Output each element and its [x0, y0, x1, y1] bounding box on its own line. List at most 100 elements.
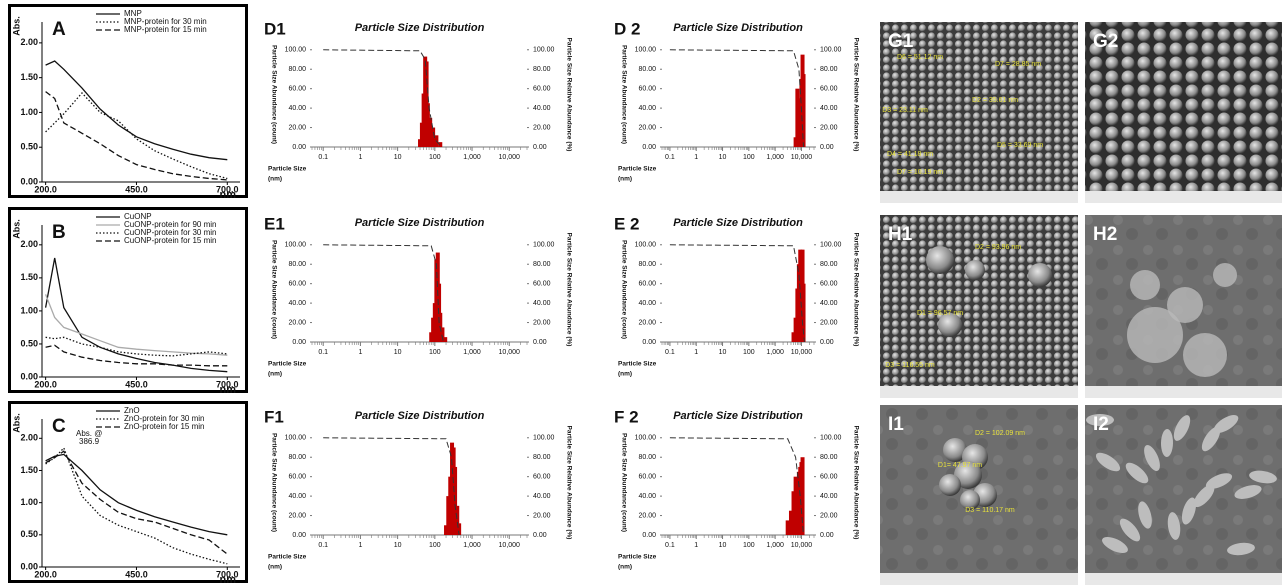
- y2-axis-label: Particle Size Relative Abundance (%): [565, 38, 572, 152]
- image-label: H2: [1093, 224, 1117, 245]
- cumulative-line: [669, 49, 804, 148]
- y-tick-label: 1.50: [20, 465, 38, 475]
- x-tick-label: 100: [429, 349, 441, 356]
- x-tick-label: 10: [394, 349, 402, 356]
- particle: [960, 490, 980, 510]
- x-tick-label: 1: [694, 349, 698, 356]
- particle: [1213, 263, 1237, 287]
- y-axis-label: Abs.: [11, 413, 21, 433]
- y2-axis-label: Particle Size Relative Abundance (%): [565, 233, 572, 347]
- y2-tick-label: 0.00: [820, 532, 834, 539]
- y-tick-label: 80.00: [638, 454, 656, 461]
- histogram-chart: E1 Particle Size Distribution 0.00 20.00 40.…: [264, 214, 572, 377]
- y2-tick-label: 100.00: [820, 47, 842, 54]
- y-tick-label: 100.00: [285, 242, 307, 249]
- y-tick-label: 20.00: [288, 124, 306, 131]
- y2-tick-label: 40.00: [820, 105, 838, 112]
- micrograph: [880, 22, 1078, 203]
- x-axis-label: (nm): [618, 371, 632, 378]
- histogram-chart: F 2 Particle Size Distribution 0.00 20.00 40…: [614, 407, 859, 570]
- y-tick-label: 60.00: [638, 474, 656, 481]
- x-tick-label: 1: [358, 154, 362, 161]
- y2-tick-label: 100.00: [533, 242, 555, 249]
- particle: [1234, 485, 1262, 499]
- y2-tick-label: 40.00: [533, 105, 551, 112]
- y2-tick-label: 40.00: [820, 300, 838, 307]
- panel-label: E 2: [614, 214, 640, 233]
- series-line: [44, 257, 228, 373]
- y2-tick-label: 0.00: [820, 339, 834, 346]
- y-tick-label: 0.00: [292, 144, 306, 151]
- particle: [939, 474, 961, 496]
- bar: [425, 103, 430, 147]
- y-axis-label: Particle Size Abundance (count): [270, 433, 277, 532]
- series-line: [45, 453, 228, 536]
- y-tick-label: 80.00: [638, 66, 656, 73]
- y2-tick-label: 60.00: [533, 474, 551, 481]
- cumulative-line: [323, 244, 444, 343]
- bar: [801, 74, 806, 147]
- particle: [1119, 518, 1141, 542]
- x-tick-label: 700.0: [216, 379, 239, 389]
- y-tick-label: 40.00: [638, 493, 656, 500]
- x-tick-label: 100: [429, 542, 441, 549]
- y2-tick-label: 40.00: [820, 493, 838, 500]
- particle: [926, 246, 954, 274]
- chart-title: Particle Size Distribution: [673, 22, 803, 34]
- legend-label: MNP-protein for 30 min: [124, 17, 207, 26]
- panel-label: B: [52, 222, 66, 243]
- y2-axis-label: Particle Size Relative Abundance (%): [852, 38, 859, 152]
- particle: [1181, 497, 1197, 525]
- y2-tick-label: 0.00: [820, 144, 834, 151]
- measurement-label: D7 = 28.85 nm: [995, 61, 1041, 68]
- y2-tick-label: 60.00: [820, 281, 838, 288]
- y2-tick-label: 60.00: [820, 86, 838, 93]
- particle: [1102, 536, 1128, 554]
- series-line: [45, 336, 228, 357]
- y2-tick-label: 60.00: [533, 281, 551, 288]
- particle: [1227, 542, 1255, 556]
- x-tick-label: 10: [719, 154, 727, 161]
- x-axis-label: Particle Size: [618, 166, 657, 173]
- y-tick-label: 2.00: [20, 433, 38, 443]
- y2-tick-label: 20.00: [820, 124, 838, 131]
- x-axis-label: nm: [220, 189, 237, 201]
- panel-label: E1: [264, 214, 285, 233]
- x-axis-label: (nm): [618, 564, 632, 571]
- particle: [1127, 307, 1183, 363]
- legend-label: ZnO-protein for 30 min: [124, 414, 204, 423]
- measurement-label: D3 = 116.55 nm: [885, 362, 935, 369]
- particle: [1167, 512, 1181, 540]
- x-tick-label: 1,000: [766, 349, 784, 356]
- x-tick-label: 700.0: [216, 569, 239, 579]
- chart-title: Particle Size Distribution: [673, 217, 803, 229]
- info-bar: [880, 386, 1078, 398]
- image-label: I2: [1093, 414, 1109, 435]
- y-tick-label: 0.00: [642, 144, 656, 151]
- sem-image: I1 D2 = 102.09 nm D1= 47.97 nm D3 = 110.17 …: [880, 405, 1078, 585]
- bar: [785, 520, 790, 535]
- x-tick-label: 100: [429, 154, 441, 161]
- y-tick-label: 40.00: [638, 300, 656, 307]
- y-tick-label: 60.00: [638, 86, 656, 93]
- legend-label: CuONP-protein for 30 min: [124, 228, 216, 237]
- y2-tick-label: 20.00: [533, 512, 551, 519]
- y-tick-label: 1.00: [20, 497, 38, 507]
- y-tick-label: 60.00: [288, 474, 306, 481]
- x-axis-label: nm: [220, 574, 237, 585]
- y2-tick-label: 60.00: [533, 86, 551, 93]
- y2-axis-label: Particle Size Relative Abundance (%): [565, 426, 572, 540]
- y-tick-label: 20.00: [638, 512, 656, 519]
- y-tick-label: 20.00: [288, 512, 306, 519]
- x-tick-label: 10,000: [791, 154, 813, 161]
- x-axis-label: Particle Size: [268, 166, 307, 173]
- x-tick-label: 450.0: [125, 184, 148, 194]
- bar: [457, 523, 462, 535]
- y-tick-label: 40.00: [288, 300, 306, 307]
- legend-label: ZnO: [124, 406, 140, 415]
- y2-tick-label: 100.00: [533, 47, 555, 54]
- particle: [1028, 263, 1052, 287]
- line-chart: 0.00 0.50 1.00 1.50 2.00 200.0 450.0 700.0 Abs. n…: [8, 401, 248, 585]
- y2-tick-label: 80.00: [820, 66, 838, 73]
